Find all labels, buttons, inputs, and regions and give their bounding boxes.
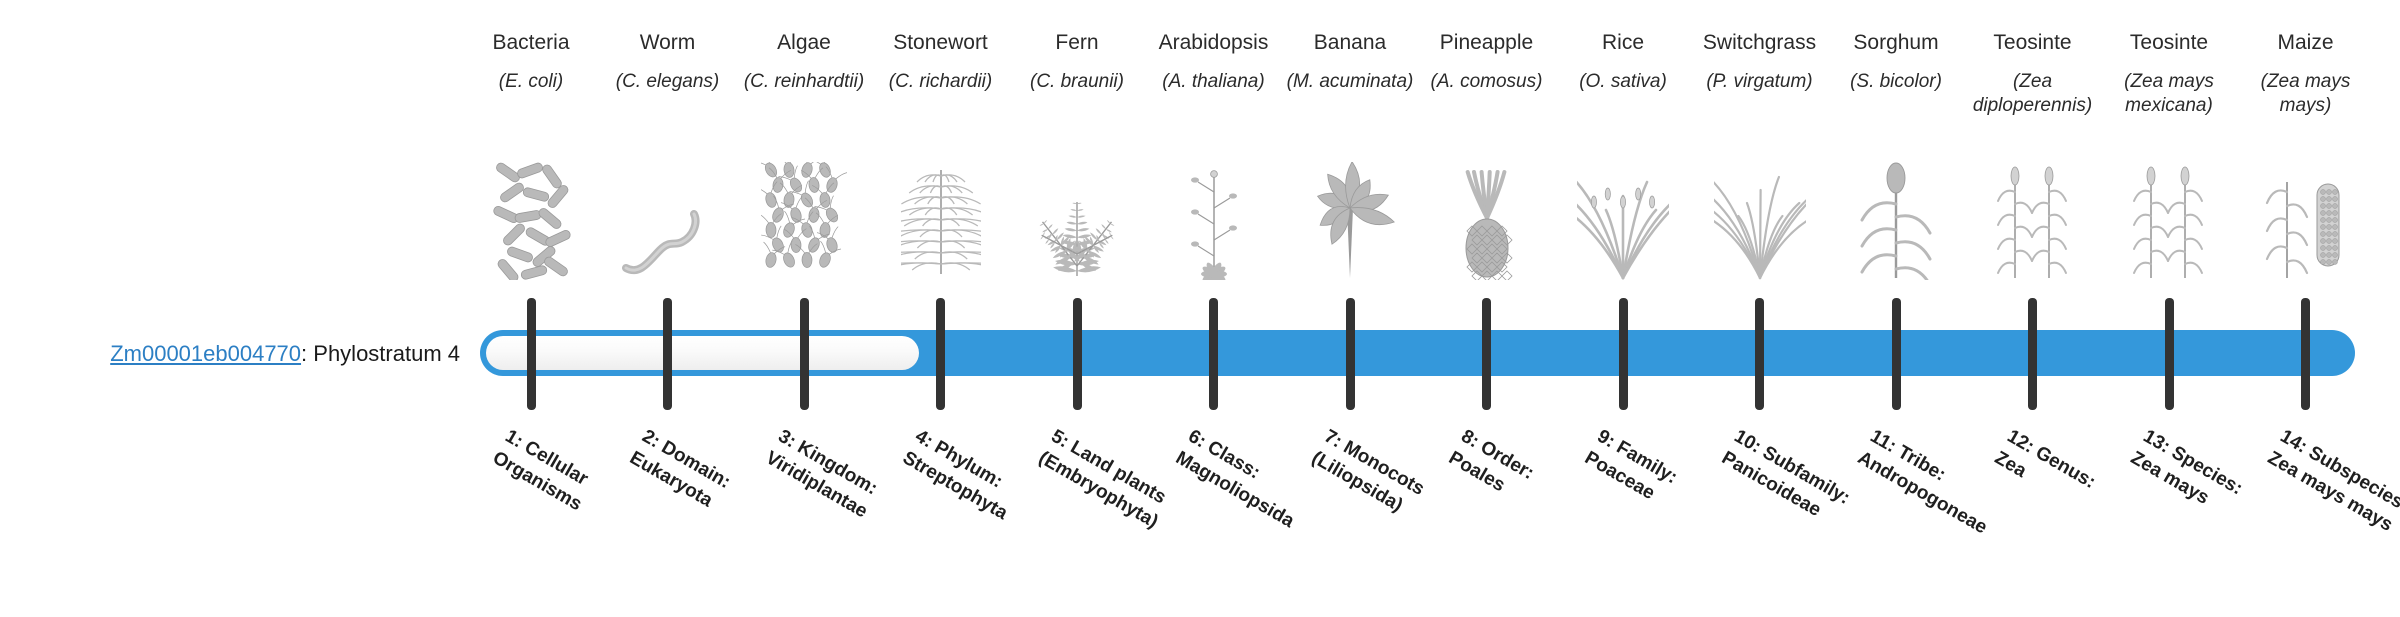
fern-illustration — [1011, 168, 1143, 280]
species-scientific-name: (Zea diploperennis) — [1967, 70, 2099, 122]
stratum-tick-13[interactable] — [2165, 298, 2174, 410]
stratum-tick-11[interactable] — [1892, 298, 1901, 410]
species-column-12: Teosinte (Zea diploperennis) — [1967, 30, 2099, 122]
species-common-name: Worm — [602, 30, 734, 58]
sorghum-illustration — [1830, 168, 1962, 280]
worm-illustration — [602, 168, 734, 280]
gene-id-link[interactable]: Zm00001eb004770 — [110, 341, 301, 366]
pineapple-illustration — [1421, 168, 1553, 280]
species-column-1: Bacteria (E. coli) — [465, 30, 597, 122]
stratum-tick-14[interactable] — [2301, 298, 2310, 410]
species-scientific-name: (C. reinhardtii) — [738, 70, 870, 122]
species-scientific-name: (A. thaliana) — [1148, 70, 1280, 122]
teosinte-mexicana-illustration — [2103, 168, 2235, 280]
stratum-tick-4[interactable] — [936, 298, 945, 410]
species-column-2: Worm (C. elegans) — [602, 30, 734, 122]
stratum-tick-12[interactable] — [2028, 298, 2037, 410]
stratum-name: Cellular Organisms — [489, 437, 592, 515]
species-common-name: Switchgrass — [1694, 30, 1826, 58]
species-common-name: Maize — [2240, 30, 2372, 58]
species-column-11: Sorghum (S. bicolor) — [1830, 30, 1962, 122]
phylostratum-value-text: Phylostratum 4 — [313, 341, 460, 366]
stratum-tick-9[interactable] — [1619, 298, 1628, 410]
species-scientific-name: (A. comosus) — [1421, 70, 1553, 122]
teosinte-diploperennis-illustration — [1967, 168, 2099, 280]
stratum-index: 4: — [911, 426, 936, 453]
stratum-tick-7[interactable] — [1346, 298, 1355, 410]
banana-illustration — [1284, 168, 1416, 280]
species-column-13: Teosinte (Zea mays mexicana) — [2103, 30, 2235, 122]
arabidopsis-illustration — [1148, 168, 1280, 280]
stratum-index: 6: — [1184, 426, 1209, 453]
stratum-name: Genus: Zea — [1991, 442, 2099, 493]
species-scientific-name: (C. braunii) — [1011, 70, 1143, 122]
species-scientific-name: (P. virgatum) — [1694, 70, 1826, 122]
species-column-14: Maize (Zea mays mays) — [2240, 30, 2372, 122]
species-common-name: Sorghum — [1830, 30, 1962, 58]
species-column-3: Algae (C. reinhardtii) — [738, 30, 870, 122]
species-scientific-name: (S. bicolor) — [1830, 70, 1962, 122]
stratum-tick-8[interactable] — [1482, 298, 1491, 410]
species-common-name: Teosinte — [2103, 30, 2235, 58]
stratum-tick-6[interactable] — [1209, 298, 1218, 410]
phylostratum-progress-bar[interactable] — [480, 330, 2355, 376]
species-common-name: Bacteria — [465, 30, 597, 58]
phylostratum-unfilled-region — [486, 336, 919, 370]
switchgrass-illustration — [1694, 168, 1826, 280]
species-common-name: Rice — [1557, 30, 1689, 58]
stratum-tick-5[interactable] — [1073, 298, 1082, 410]
species-common-name: Banana — [1284, 30, 1416, 58]
species-common-name: Fern — [1011, 30, 1143, 58]
species-scientific-name: (M. acuminata) — [1284, 70, 1416, 122]
phylostratum-chart: Zm00001eb004770: Phylostratum 4 Bacteria… — [0, 0, 2400, 580]
species-scientific-name: (C. elegans) — [602, 70, 734, 122]
species-column-4: Stonewort (C. richardii) — [875, 30, 1007, 122]
maize-illustration — [2240, 168, 2372, 280]
species-common-name: Pineapple — [1421, 30, 1553, 58]
species-scientific-name: (O. sativa) — [1557, 70, 1689, 122]
species-common-name: Arabidopsis — [1148, 30, 1280, 58]
stratum-index: 2: — [638, 426, 663, 453]
bacteria-illustration — [465, 168, 597, 280]
stratum-tick-3[interactable] — [800, 298, 809, 410]
species-column-8: Pineapple (A. comosus) — [1421, 30, 1553, 122]
stratum-tick-10[interactable] — [1755, 298, 1764, 410]
rice-illustration — [1557, 168, 1689, 280]
species-scientific-name: (C. richardii) — [875, 70, 1007, 122]
gene-label-separator: : — [301, 341, 313, 366]
stratum-name: Family: Poaceae — [1581, 437, 1681, 504]
stratum-tick-1[interactable] — [527, 298, 536, 410]
stonewort-illustration — [875, 168, 1007, 280]
species-scientific-name: (Zea mays mays) — [2240, 70, 2372, 122]
stratum-index: 8: — [1457, 426, 1482, 453]
stratum-tick-2[interactable] — [663, 298, 672, 410]
stratum-name: Order: Poales — [1445, 437, 1538, 496]
species-column-10: Switchgrass (P. virgatum) — [1694, 30, 1826, 122]
species-column-6: Arabidopsis (A. thaliana) — [1148, 30, 1280, 122]
species-column-5: Fern (C. braunii) — [1011, 30, 1143, 122]
gene-phylostratum-label: Zm00001eb004770: Phylostratum 4 — [40, 340, 460, 368]
species-column-7: Banana (M. acuminata) — [1284, 30, 1416, 122]
species-common-name: Teosinte — [1967, 30, 2099, 58]
algae-illustration — [738, 168, 870, 280]
species-column-9: Rice (O. sativa) — [1557, 30, 1689, 122]
species-common-name: Stonewort — [875, 30, 1007, 58]
species-common-name: Algae — [738, 30, 870, 58]
species-scientific-name: (Zea mays mexicana) — [2103, 70, 2235, 122]
species-scientific-name: (E. coli) — [465, 70, 597, 122]
